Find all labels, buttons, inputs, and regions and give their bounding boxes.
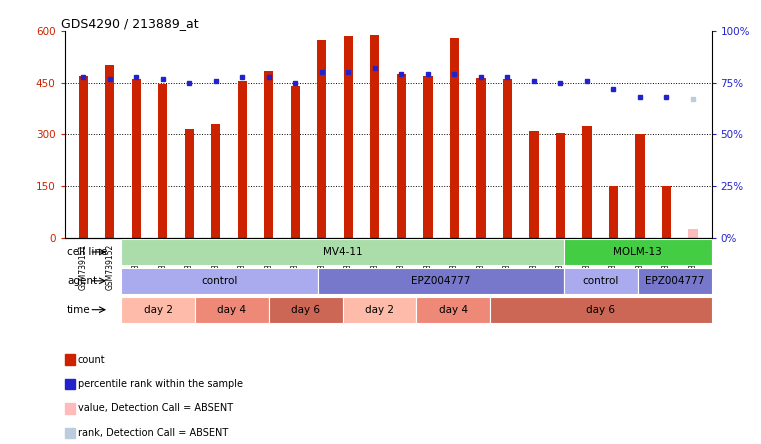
Text: control: control	[202, 276, 238, 286]
Text: day 6: day 6	[587, 305, 616, 315]
Bar	[582, 126, 591, 238]
Bar	[344, 36, 353, 238]
Bar	[556, 133, 565, 238]
Bar	[211, 124, 221, 238]
Bar	[78, 76, 88, 238]
Bar	[564, 268, 638, 294]
Bar	[121, 268, 318, 294]
Bar	[105, 66, 114, 238]
Bar	[158, 84, 167, 238]
Text: day 2: day 2	[144, 305, 173, 315]
Bar	[121, 239, 564, 265]
Bar	[237, 81, 247, 238]
Bar	[635, 135, 645, 238]
Bar	[342, 297, 416, 323]
Bar	[185, 129, 194, 238]
Text: EPZ004777: EPZ004777	[645, 276, 705, 286]
Bar	[132, 79, 141, 238]
Bar	[317, 40, 326, 238]
Bar	[195, 297, 269, 323]
Text: time: time	[67, 305, 91, 315]
Bar	[609, 186, 618, 238]
Bar	[416, 297, 490, 323]
Bar	[490, 297, 712, 323]
Bar	[423, 76, 432, 238]
Bar	[396, 74, 406, 238]
Text: day 6: day 6	[291, 305, 320, 315]
Bar	[564, 239, 712, 265]
Text: percentile rank within the sample: percentile rank within the sample	[78, 379, 243, 389]
Bar	[450, 38, 459, 238]
Bar	[476, 78, 486, 238]
Text: agent: agent	[67, 276, 97, 286]
Text: count: count	[78, 355, 105, 365]
Text: MV4-11: MV4-11	[323, 247, 362, 257]
Bar	[269, 297, 342, 323]
Bar	[121, 297, 195, 323]
Text: value, Detection Call = ABSENT: value, Detection Call = ABSENT	[78, 404, 233, 413]
Bar	[530, 131, 539, 238]
Text: day 4: day 4	[439, 305, 468, 315]
Text: MOLM-13: MOLM-13	[613, 247, 662, 257]
Bar	[638, 268, 712, 294]
Bar	[689, 229, 698, 238]
Bar	[318, 268, 564, 294]
Text: rank, Detection Call = ABSENT: rank, Detection Call = ABSENT	[78, 428, 228, 438]
Text: control: control	[583, 276, 619, 286]
Bar	[291, 86, 300, 238]
Text: day 2: day 2	[365, 305, 394, 315]
Bar	[662, 186, 671, 238]
Bar	[370, 35, 380, 238]
Bar	[503, 79, 512, 238]
Text: cell line: cell line	[67, 247, 107, 257]
Text: day 4: day 4	[218, 305, 247, 315]
Bar	[264, 71, 273, 238]
Text: EPZ004777: EPZ004777	[411, 276, 470, 286]
Text: GDS4290 / 213889_at: GDS4290 / 213889_at	[62, 17, 199, 30]
